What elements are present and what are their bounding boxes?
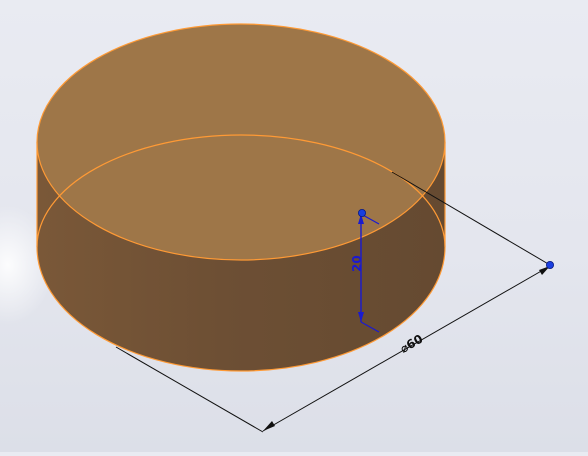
- diameter-arrow-start: [539, 266, 550, 275]
- height-dimension[interactable]: 20: [350, 208, 380, 333]
- diameter-dimension-line: [262, 265, 551, 432]
- height-witness-bottom: [360, 321, 380, 333]
- cylinder-bottom-edge-front[interactable]: [36, 246, 446, 372]
- diameter-dimension[interactable]: ⌀60: [115, 171, 555, 433]
- diameter-extension-line-top: [391, 171, 551, 266]
- dimension-handle-icon[interactable]: [546, 260, 555, 269]
- cylinder-bottom-edge-back: [36, 134, 446, 248]
- cylinder-top-face[interactable]: [37, 24, 445, 260]
- diameter-arrow-end: [263, 421, 275, 431]
- dimension-handle-icon[interactable]: [357, 208, 366, 217]
- diameter-value-label[interactable]: ⌀60: [398, 332, 426, 356]
- height-value-label[interactable]: 20: [350, 255, 364, 272]
- diameter-extension-line-bottom: [115, 346, 264, 433]
- height-arrow-top: [358, 214, 364, 224]
- cylinder-part[interactable]: [36, 23, 446, 372]
- height-arrow-bottom: [358, 312, 364, 322]
